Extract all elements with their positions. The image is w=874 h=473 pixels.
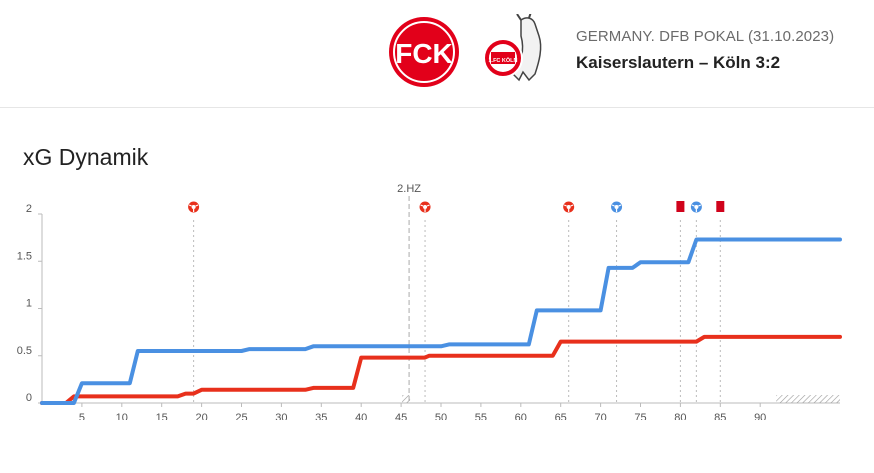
y-tick-label: 2 (26, 203, 32, 215)
match-score-line: Kaiserslautern – Köln 3:2 (576, 53, 781, 72)
koeln-logo-text: 1.FC KÖLN (488, 57, 517, 64)
goal-icon (188, 201, 200, 213)
x-tick-label: 50 (435, 412, 447, 420)
xg-line-away (40, 237, 842, 405)
halftime-label: 2.HZ (397, 183, 421, 195)
x-tick-label: 15 (156, 412, 168, 420)
chart-section-title: xG Dynamik (23, 144, 149, 170)
x-tick-label: 75 (634, 412, 646, 420)
x-tick-label: 90 (754, 412, 766, 420)
extra-time-marker (776, 395, 840, 403)
goal-icon (563, 201, 575, 213)
koeln-logo: 1.FC KÖLN (483, 14, 542, 82)
x-tick-label: 40 (355, 412, 367, 420)
x-tick-label: 65 (555, 412, 567, 420)
x-tick-label: 55 (475, 412, 487, 420)
x-tick-label: 85 (714, 412, 726, 420)
x-tick-label: 45 (395, 412, 407, 420)
x-tick-label: 20 (195, 412, 207, 420)
match-info: GERMANY. DFB POKAL (31.10.2023) Kaisersl… (576, 28, 834, 73)
y-tick-label: 0.5 (17, 345, 32, 357)
kaiserslautern-logo: FCK (389, 17, 459, 87)
competition-label: GERMANY. DFB POKAL (31.10.2023) (576, 28, 835, 45)
goal-icon (611, 201, 623, 213)
xg-line-home (40, 334, 842, 405)
goal-icon (419, 201, 431, 213)
y-tick-label: 1.5 (17, 250, 32, 262)
x-tick-label: 30 (275, 412, 287, 420)
xg-dynamic-chart: 00.511.525 10 15 20 25 30 35 40 45 50 55 60 65 70 75 80… (17, 183, 842, 420)
x-tick-label: 5 (79, 412, 85, 420)
x-tick-label: 70 (594, 412, 606, 420)
match-header: FCK 1.FC KÖLN GERMANY. DFB POKAL (31.10.… (0, 0, 874, 108)
x-tick-label: 10 (116, 412, 128, 420)
fck-logo-text: FCK (395, 38, 453, 69)
x-tick-label: 80 (674, 412, 686, 420)
halftime-break-marker (402, 395, 411, 403)
x-tick-label: 60 (515, 412, 527, 420)
goal-icon (690, 201, 702, 213)
y-tick-label: 1 (26, 298, 32, 310)
y-tick-label: 0 (26, 392, 32, 404)
x-tick-label: 35 (315, 412, 327, 420)
red-card-icon (716, 201, 725, 212)
x-tick-label: 25 (235, 412, 247, 420)
header-divider (0, 107, 874, 108)
red-card-icon (676, 201, 685, 212)
